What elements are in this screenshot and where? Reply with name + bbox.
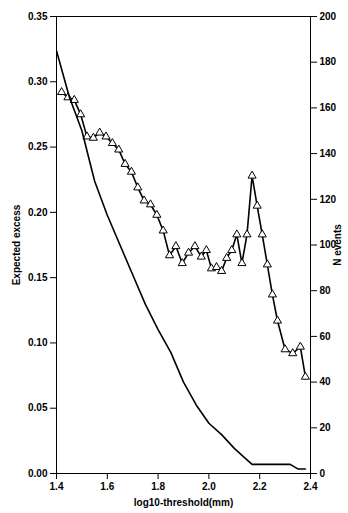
svg-text:2.4: 2.4 — [304, 481, 318, 492]
svg-text:100: 100 — [319, 239, 337, 251]
svg-text:160: 160 — [320, 102, 337, 113]
svg-text:40: 40 — [320, 376, 332, 387]
svg-text:180: 180 — [320, 56, 337, 67]
svg-text:0.20: 0.20 — [28, 207, 48, 218]
svg-text:2.0: 2.0 — [202, 481, 216, 492]
svg-text:0.15: 0.15 — [28, 272, 48, 283]
svg-text:0.25: 0.25 — [28, 141, 48, 152]
svg-text:0.10: 0.10 — [28, 337, 48, 348]
svg-text:0.00: 0.00 — [28, 468, 48, 479]
svg-text:80: 80 — [320, 285, 332, 296]
svg-text:140: 140 — [320, 148, 337, 159]
svg-text:0.35: 0.35 — [28, 11, 48, 22]
svg-text:N events: N events — [332, 224, 343, 266]
svg-text:1.8: 1.8 — [151, 481, 165, 492]
svg-text:200: 200 — [320, 11, 337, 22]
svg-text:0: 0 — [320, 468, 326, 479]
svg-text:120: 120 — [320, 194, 337, 205]
svg-text:2.2: 2.2 — [253, 481, 267, 492]
svg-text:Expected excess: Expected excess — [11, 204, 22, 285]
svg-text:0.30: 0.30 — [28, 76, 48, 87]
svg-text:1.4: 1.4 — [50, 481, 64, 492]
svg-text:60: 60 — [320, 331, 332, 342]
svg-text:20: 20 — [320, 422, 332, 433]
svg-text:1.6: 1.6 — [100, 481, 114, 492]
svg-text:log10-threshold(mm): log10-threshold(mm) — [134, 497, 233, 508]
svg-text:0.05: 0.05 — [28, 402, 48, 413]
